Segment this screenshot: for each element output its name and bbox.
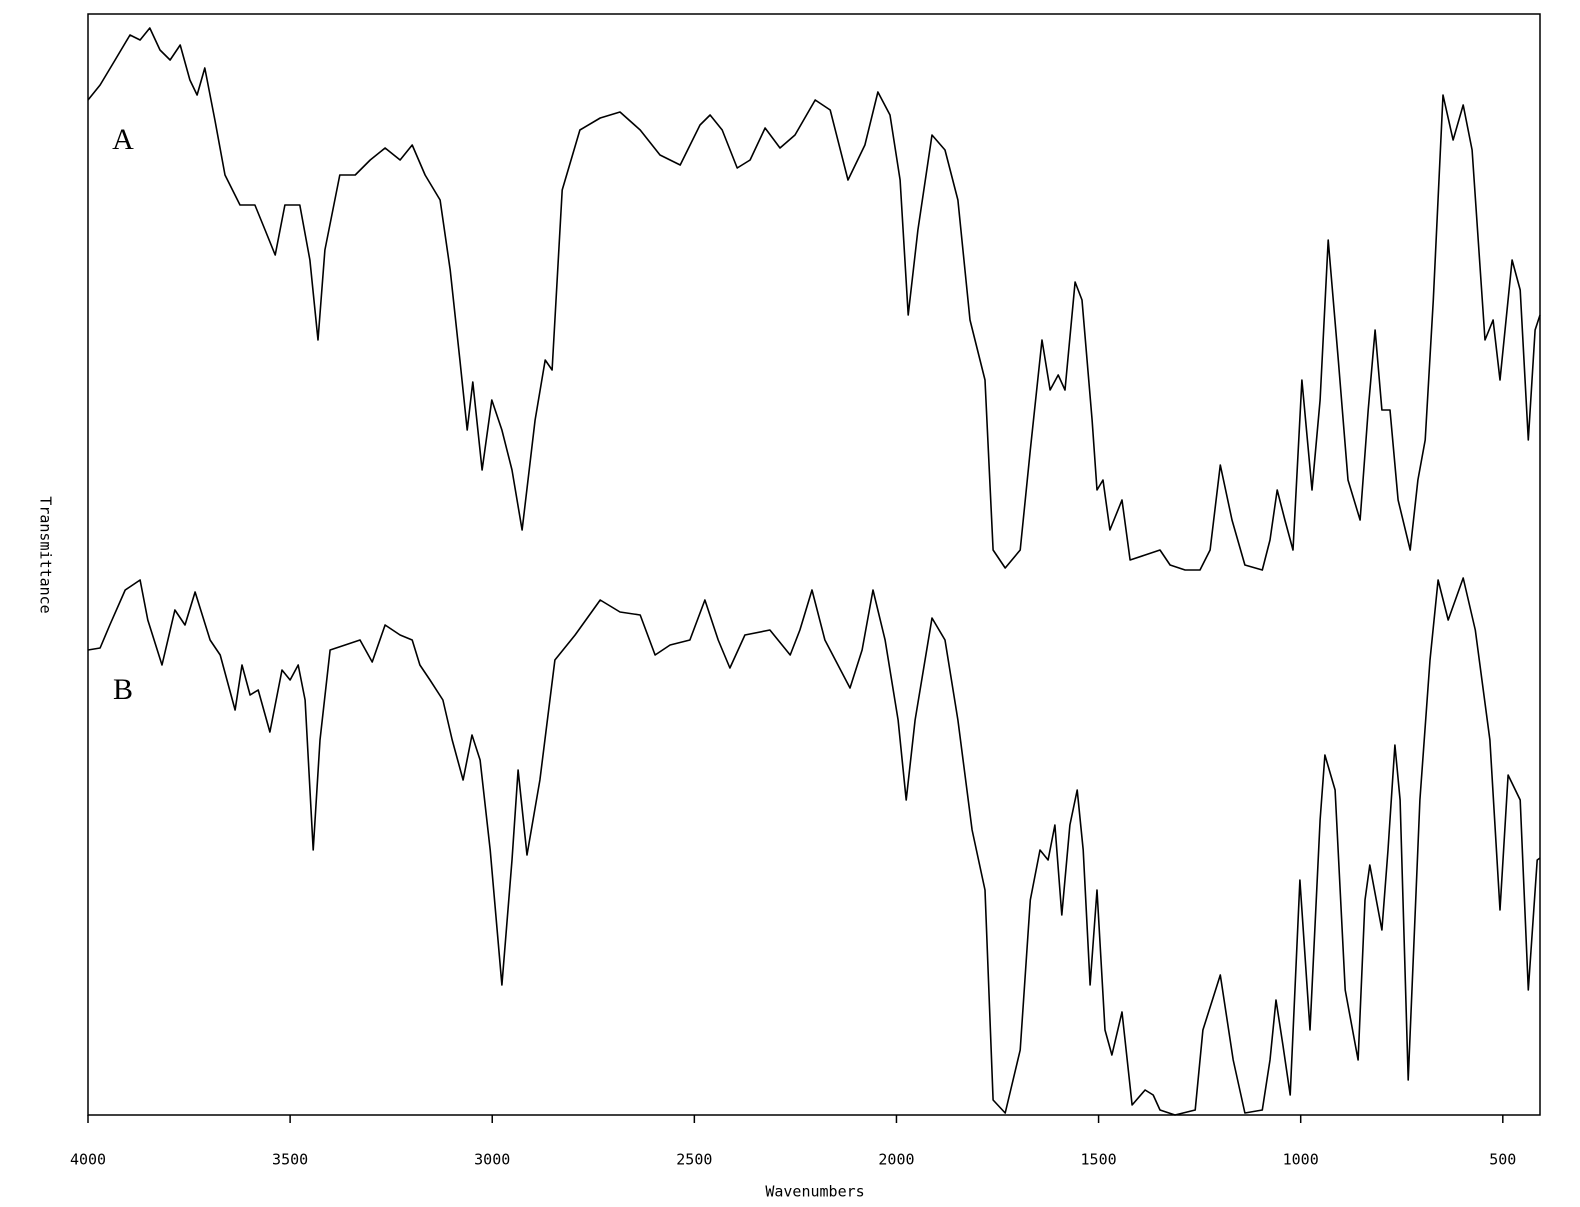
series-label: B	[113, 673, 133, 706]
x-tick-label: 2500	[676, 1151, 712, 1169]
spectrum-line	[87, 27, 1541, 571]
x-tick-label: 1500	[1081, 1151, 1117, 1169]
spectrum-line	[87, 577, 1541, 1116]
x-tick-label: 3000	[474, 1151, 510, 1169]
x-tick-label: 500	[1489, 1151, 1516, 1169]
x-axis-label: Wavenumbers	[765, 1183, 864, 1201]
x-tick-label: 1000	[1283, 1151, 1319, 1169]
series-label: A	[112, 123, 134, 156]
y-axis-label: Transmittance	[37, 496, 55, 613]
x-tick-label: 3500	[272, 1151, 308, 1169]
x-tick-label: 2000	[878, 1151, 914, 1169]
plot-frame	[87, 13, 1541, 1116]
x-tick-label: 4000	[70, 1151, 106, 1169]
